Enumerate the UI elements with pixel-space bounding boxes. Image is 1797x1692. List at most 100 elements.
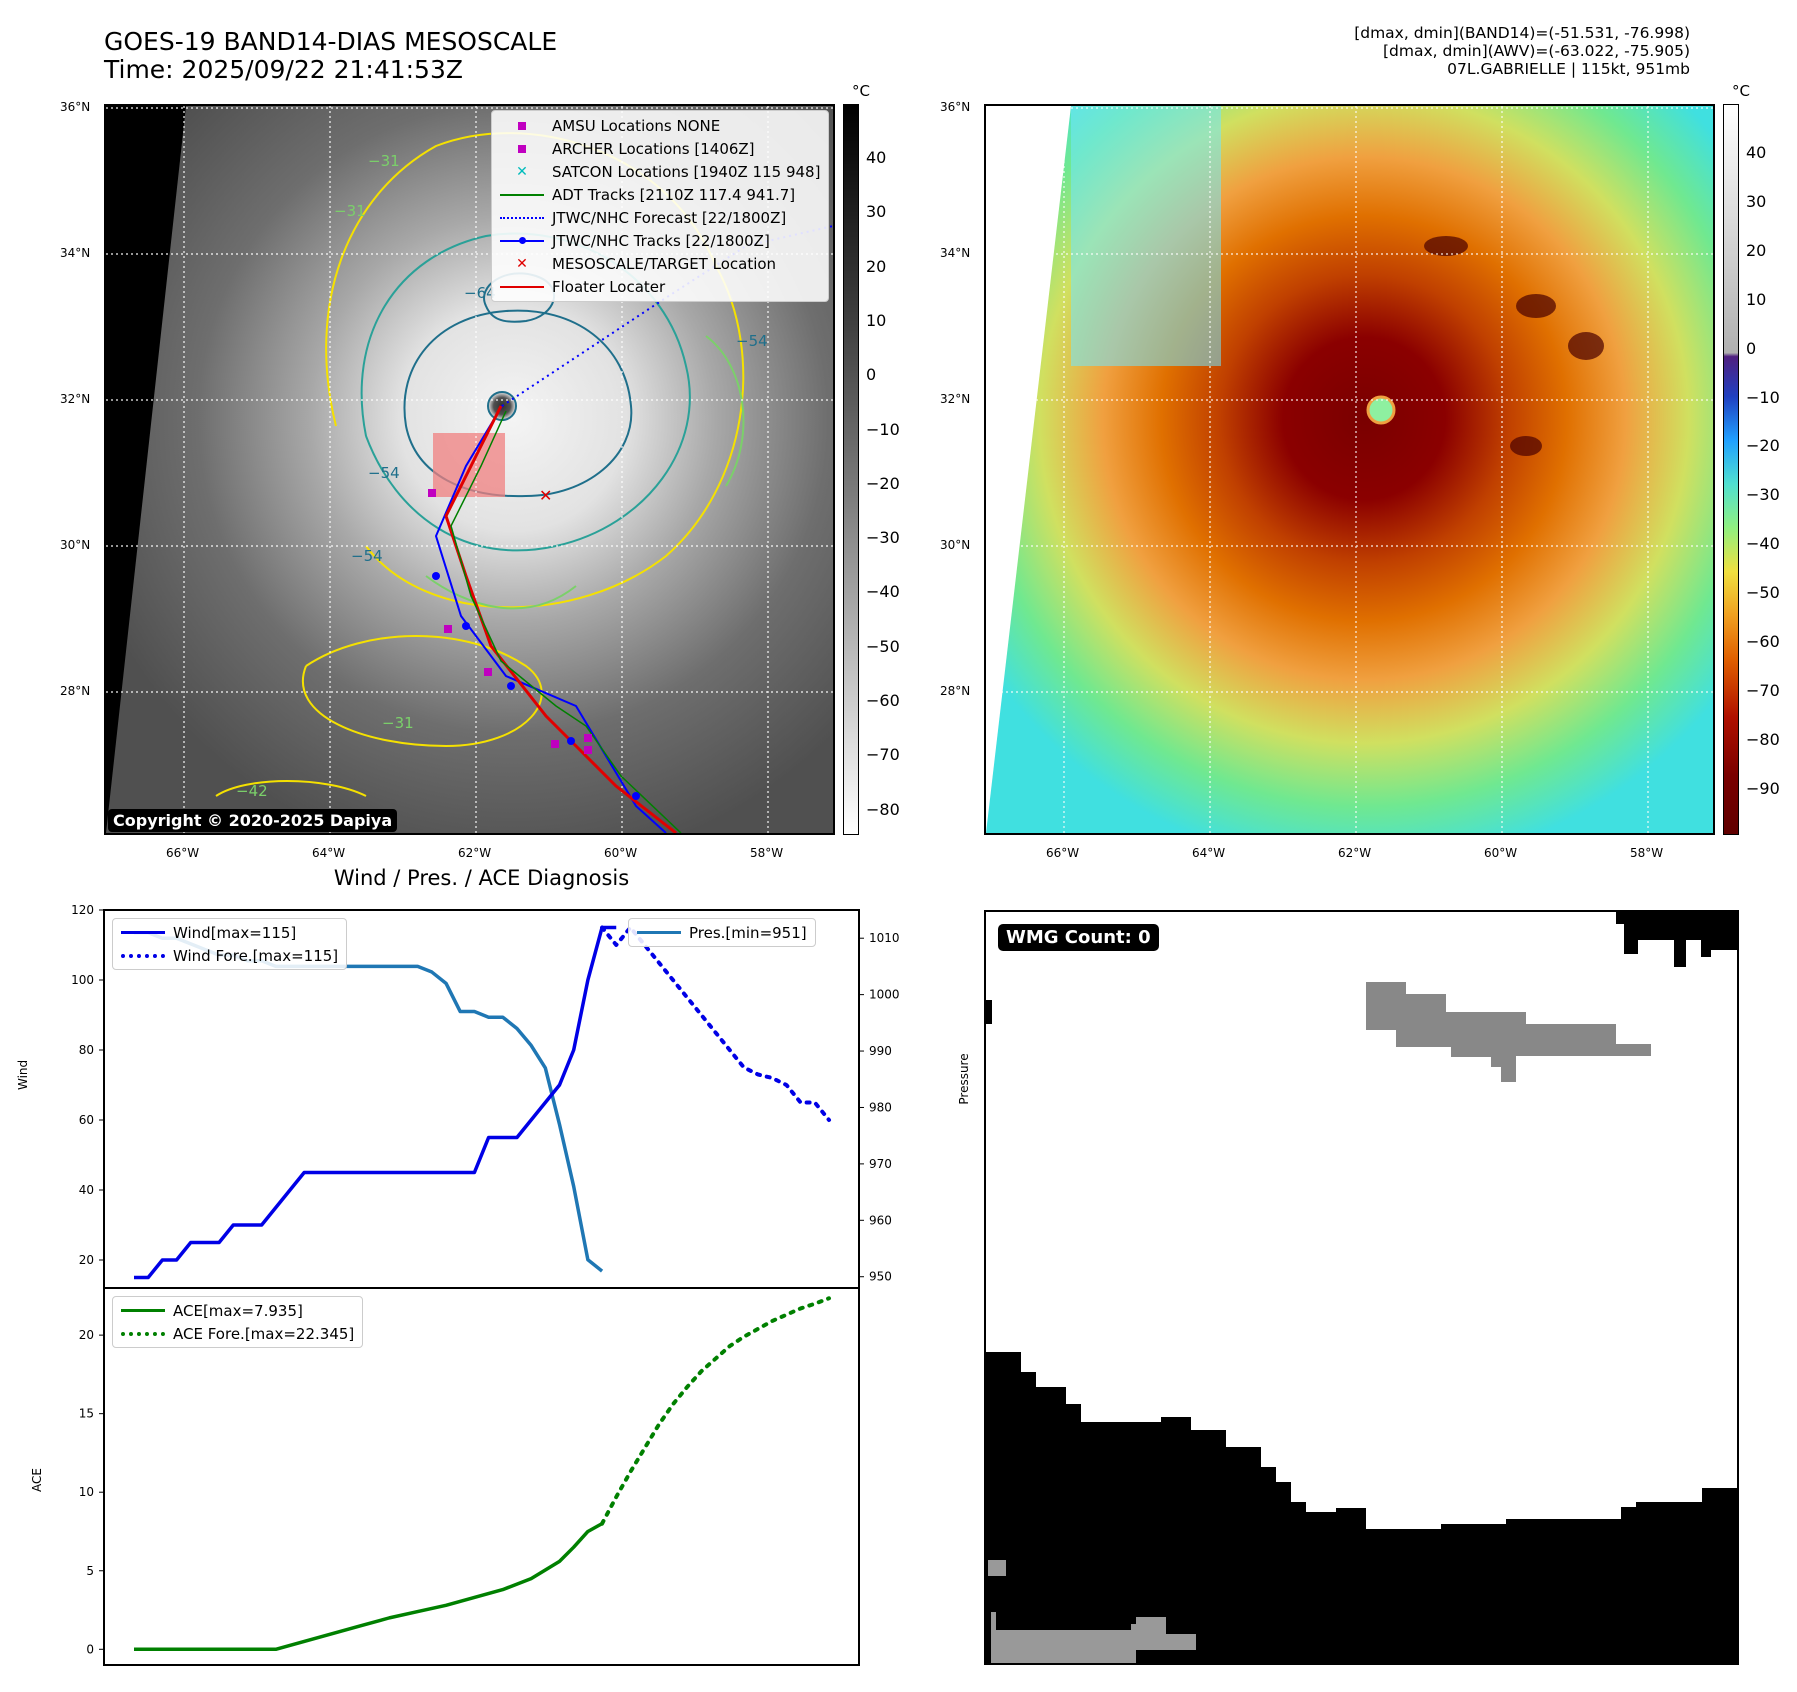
colorbar-tick: −10 xyxy=(1746,387,1780,407)
svg-text:✕: ✕ xyxy=(539,486,552,505)
pressure-legend-row: Pres.[min=951] xyxy=(637,921,807,944)
colorbar-tick: −30 xyxy=(866,528,900,548)
square-icon xyxy=(500,121,544,131)
map-legend-row: JTWC/NHC Forecast [22/1800Z] xyxy=(500,206,820,229)
storm-eye xyxy=(1366,395,1396,425)
colorbar-tick: 10 xyxy=(1746,289,1767,309)
lat-label: 28°N xyxy=(940,684,971,698)
floater-track xyxy=(444,405,677,833)
ace-line xyxy=(134,1522,603,1652)
lat-label: 36°N xyxy=(60,100,91,114)
contour-label: −31 xyxy=(368,152,400,170)
lat-label: 28°N xyxy=(60,684,91,698)
map-legend-label: AMSU Locations NONE xyxy=(552,116,721,135)
gray-colorbar xyxy=(843,104,859,835)
pressure-axis-label: Pressure xyxy=(957,1053,971,1105)
info-awv: [dmax, dmin](AWV)=(-63.022, -75.905) xyxy=(1383,42,1690,60)
info-storm: 07L.GABRIELLE | 115kt, 951mb xyxy=(1447,60,1690,78)
wind-axis-label: Wind xyxy=(16,1059,30,1090)
ace-fore-legend-label: ACE Fore.[max=22.345] xyxy=(173,1324,355,1343)
wind-legend: Wind[max=115] Wind Fore.[max=115] xyxy=(112,918,348,970)
pressure-tick-label: 990 xyxy=(869,1044,892,1058)
solid-line-icon xyxy=(637,928,681,938)
ace-legend-label: ACE[max=7.935] xyxy=(173,1301,303,1320)
figure-title-line1: GOES-19 BAND14-DIAS MESOSCALE xyxy=(104,27,558,56)
contour-label: −31 xyxy=(382,714,414,732)
diagnosis-title: Wind / Pres. / ACE Diagnosis xyxy=(333,866,630,890)
map-legend-label: ARCHER Locations [1406Z] xyxy=(552,139,755,158)
colorbar-tick: −50 xyxy=(866,636,900,656)
ace-forecast-line xyxy=(600,1296,831,1526)
dotted-icon xyxy=(500,213,544,223)
wind-legend-label: Wind[max=115] xyxy=(173,923,297,942)
colorbar-tick: 20 xyxy=(1746,240,1767,260)
color-colorbar xyxy=(1723,104,1739,835)
pressure-tick-label: 950 xyxy=(869,1270,892,1284)
floater-box xyxy=(433,433,505,497)
line-icon xyxy=(500,190,544,200)
x-icon: ✕ xyxy=(516,255,528,272)
colorbar-tick: 0 xyxy=(866,365,877,385)
lat-label: 32°N xyxy=(60,392,91,406)
map-legend-row: ✕ SATCON Locations [1940Z 115 948] xyxy=(500,160,820,183)
x-icon: ✕ xyxy=(516,163,528,180)
map-legend-row: ✕ MESOSCALE/TARGET Location xyxy=(500,252,820,275)
lat-label: 34°N xyxy=(940,246,971,260)
lon-label: 58°W xyxy=(1630,846,1664,860)
colorbar-tick: 30 xyxy=(866,202,887,222)
colorbar-tick: −80 xyxy=(1746,729,1780,749)
pressure-tick-label: 970 xyxy=(869,1157,892,1171)
colorbar-tick: 0 xyxy=(1746,338,1757,358)
lat-label: 36°N xyxy=(940,100,971,114)
wmg-count-badge: WMG Count: 0 xyxy=(998,924,1159,951)
best-track xyxy=(434,405,667,833)
line-dot-icon xyxy=(500,236,544,246)
lat-label: 34°N xyxy=(60,246,91,260)
colorbar-tick: 30 xyxy=(1746,191,1767,211)
map-legend-label: JTWC/NHC Tracks [22/1800Z] xyxy=(552,231,770,250)
lon-label: 62°W xyxy=(1338,846,1372,860)
lon-label: 66°W xyxy=(1046,846,1080,860)
wind-legend-row: Wind[max=115] xyxy=(121,921,338,944)
ace-tick-label: 5 xyxy=(86,1564,94,1578)
dotted-line-icon xyxy=(121,1329,165,1339)
colorbar-tick: 40 xyxy=(1746,143,1767,162)
contour-label: −54 xyxy=(736,332,768,350)
map-legend-row: ARCHER Locations [1406Z] xyxy=(500,137,820,160)
contour-label: −64 xyxy=(464,284,496,302)
colorbar-tick: 10 xyxy=(866,310,887,330)
colorbar-tick: −50 xyxy=(1746,583,1780,603)
ace-plot-frame xyxy=(103,1287,860,1666)
ace-legend-row: ACE[max=7.935] xyxy=(121,1299,354,1322)
colorbar-tick: −20 xyxy=(1746,436,1780,456)
pressure-tick-label: 980 xyxy=(869,1100,892,1114)
pressure-tick-label: 1000 xyxy=(869,988,900,1002)
contour-label: −54 xyxy=(368,464,400,482)
contour-label: −54 xyxy=(351,547,383,565)
colorbar-tick: −20 xyxy=(866,473,900,493)
wind-line xyxy=(134,925,617,1280)
colorbar-tick: 40 xyxy=(866,148,887,167)
colorbar-tick: −40 xyxy=(866,582,900,602)
map-legend-row: JTWC/NHC Tracks [22/1800Z] xyxy=(500,229,820,252)
lon-label: 64°W xyxy=(1192,846,1226,860)
map-legend-row: Floater Locater xyxy=(500,275,820,298)
wind-tick-label: 100 xyxy=(71,973,94,987)
map-legend-label: Floater Locater xyxy=(552,277,666,296)
info-band14: [dmax, dmin](BAND14)=(-51.531, -76.998) xyxy=(1354,24,1690,42)
colorbar-tick: −90 xyxy=(1746,778,1780,798)
lat-label: 30°N xyxy=(60,538,91,552)
solid-line-icon xyxy=(121,928,165,938)
wmg-mask-canvas xyxy=(986,912,1737,1663)
ace-tick-label: 20 xyxy=(79,1328,94,1342)
lat-label: 32°N xyxy=(940,392,971,406)
colorbar-tick: −60 xyxy=(866,691,900,710)
square-icon xyxy=(500,144,544,154)
dotted-line-icon xyxy=(121,951,165,961)
pressure-tick-label: 960 xyxy=(869,1213,892,1227)
info-block: [dmax, dmin](BAND14)=(-51.531, -76.998) … xyxy=(1090,24,1690,78)
map-legend-label: MESOSCALE/TARGET Location xyxy=(552,254,777,273)
wmg-panel: WMG Count: 0 xyxy=(984,910,1739,1665)
colorbar-tick: −80 xyxy=(866,799,900,819)
